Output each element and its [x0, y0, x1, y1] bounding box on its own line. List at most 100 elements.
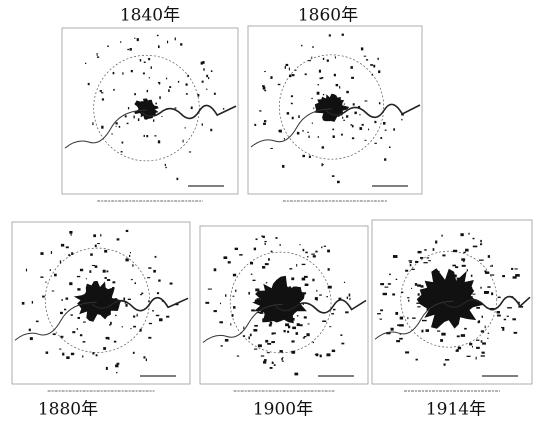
settlement	[476, 306, 480, 309]
settlement	[165, 166, 167, 169]
settlement	[59, 311, 63, 315]
settlement	[366, 59, 369, 61]
settlement	[139, 59, 142, 62]
settlement	[132, 351, 135, 354]
settlement	[409, 264, 412, 267]
settlement	[388, 146, 391, 149]
settlement	[291, 74, 295, 77]
settlement	[65, 246, 69, 249]
settlement	[405, 351, 410, 354]
settlement	[420, 285, 424, 288]
settlement	[424, 249, 427, 251]
settlement	[348, 293, 351, 297]
settlement	[304, 73, 307, 76]
settlement	[176, 177, 179, 181]
settlement	[210, 70, 213, 73]
settlement	[95, 354, 98, 357]
settlement	[70, 352, 75, 356]
settlement	[321, 163, 323, 167]
settlement	[480, 340, 483, 343]
settlement	[92, 352, 95, 355]
year-label: 1880年	[38, 400, 98, 420]
settlement	[289, 268, 293, 270]
settlement	[513, 331, 518, 334]
settlement	[157, 140, 161, 144]
settlement	[363, 55, 367, 57]
settlement	[279, 129, 282, 133]
settlement	[87, 82, 90, 86]
settlement	[152, 310, 154, 312]
settlement	[248, 291, 250, 295]
settlement	[463, 251, 466, 254]
settlement	[35, 320, 39, 323]
settlement	[386, 332, 391, 335]
settlement	[273, 364, 276, 366]
settlement	[66, 356, 70, 360]
settlement	[465, 248, 469, 252]
settlement	[154, 135, 157, 137]
settlement	[405, 269, 409, 272]
settlement	[343, 103, 346, 105]
river	[202, 304, 283, 343]
settlement	[143, 134, 145, 137]
settlement	[321, 246, 323, 249]
settlement	[40, 252, 44, 255]
settlement	[303, 335, 307, 338]
settlement	[145, 358, 147, 362]
settlement	[311, 122, 313, 124]
settlement	[290, 95, 293, 98]
settlement	[342, 116, 344, 119]
settlement	[113, 340, 117, 343]
settlement	[262, 266, 266, 269]
settlement	[512, 276, 517, 279]
settlement	[116, 238, 120, 241]
settlement	[301, 263, 306, 266]
settlement	[285, 63, 289, 67]
settlement	[130, 279, 133, 281]
settlement	[64, 308, 67, 311]
settlement	[497, 296, 501, 299]
settlement	[268, 324, 272, 327]
settlement	[341, 133, 343, 136]
settlement	[294, 372, 299, 376]
settlement	[341, 33, 344, 36]
settlement	[311, 56, 313, 59]
settlement	[125, 303, 128, 307]
settlement	[213, 310, 217, 313]
settlement	[414, 283, 418, 286]
settlement	[313, 107, 315, 109]
settlement	[283, 329, 286, 333]
settlement	[364, 100, 368, 102]
settlement	[155, 314, 160, 317]
settlement	[444, 359, 450, 361]
settlement	[59, 260, 62, 264]
settlement	[326, 353, 331, 357]
settlement	[85, 278, 87, 280]
settlement	[133, 115, 135, 119]
settlement	[106, 270, 109, 273]
settlement	[312, 341, 314, 344]
settlement	[501, 326, 505, 329]
settlement	[319, 77, 322, 80]
settlement	[481, 315, 484, 318]
settlement	[441, 332, 446, 336]
settlement	[29, 337, 33, 341]
settlement	[370, 64, 374, 66]
settlement	[315, 250, 318, 253]
settlement	[364, 139, 367, 141]
settlement	[407, 297, 410, 299]
settlement	[109, 324, 111, 326]
settlement	[210, 128, 213, 132]
settlement	[264, 263, 269, 266]
settlement	[264, 242, 266, 246]
settlement	[455, 266, 459, 269]
settlement	[428, 260, 431, 262]
settlement	[116, 362, 120, 365]
settlement	[507, 307, 512, 309]
year-label: 1840年	[120, 6, 180, 26]
settlement	[327, 249, 330, 253]
settlement	[392, 255, 398, 258]
settlement	[136, 313, 138, 317]
settlement	[257, 311, 261, 314]
settlement	[489, 265, 492, 267]
